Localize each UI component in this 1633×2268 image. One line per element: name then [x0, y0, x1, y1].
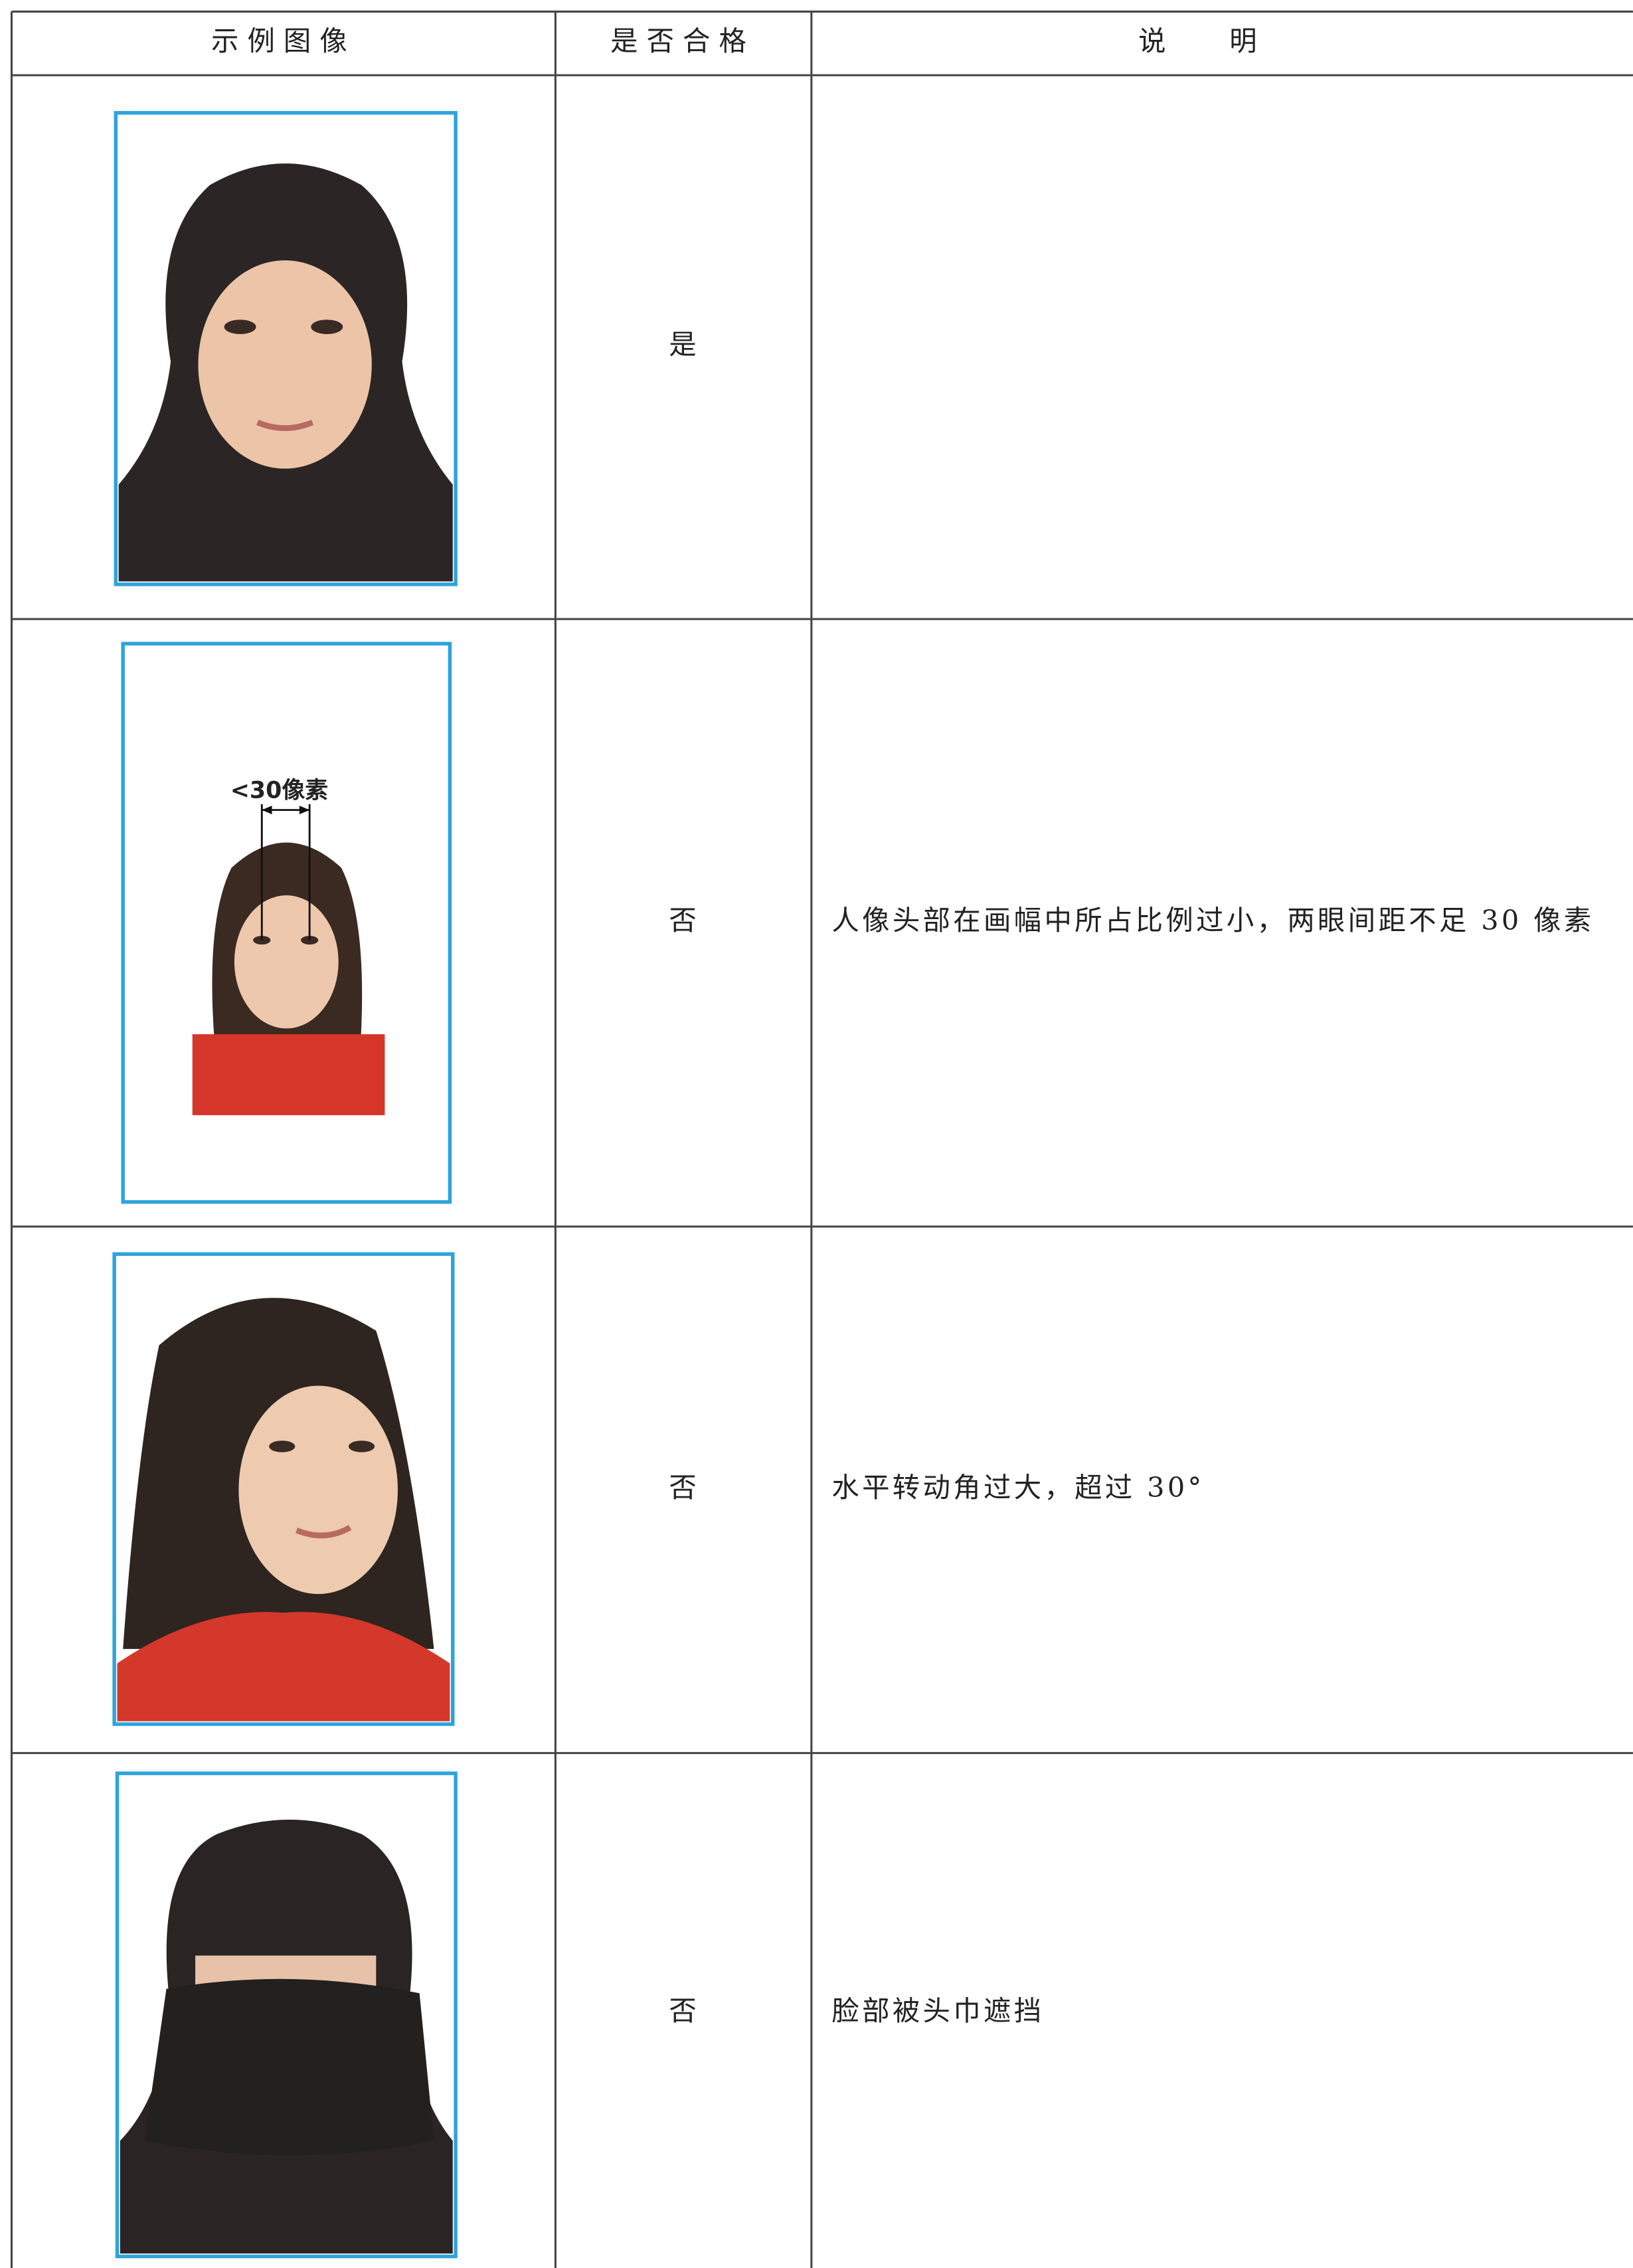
qualified-cell: 是 — [669, 329, 696, 361]
qualified-cell: 否 — [669, 1995, 696, 2027]
example-photo — [112, 1252, 455, 1726]
example-photo: <30像素 — [121, 642, 452, 1204]
example-photo — [114, 111, 458, 586]
photo-annotation: <30像素 — [230, 777, 328, 804]
header-cell: 示例图像 — [211, 25, 356, 57]
description-cell: 人像头部在画幅中所占比例过小，两眼间距不足 30 像素 — [831, 905, 1594, 936]
header-cell: 说明 — [1138, 25, 1320, 57]
description-cell: 脸部被头巾遮挡 — [831, 1995, 1044, 2027]
table-grid — [10, 10, 1633, 2268]
example-photo — [115, 1771, 458, 2259]
header-cell: 是否合格 — [610, 25, 755, 57]
qualified-cell: 否 — [669, 1472, 696, 1504]
qualified-cell: 否 — [669, 905, 696, 936]
description-cell: 水平转动角过大，超过 30° — [831, 1472, 1204, 1504]
